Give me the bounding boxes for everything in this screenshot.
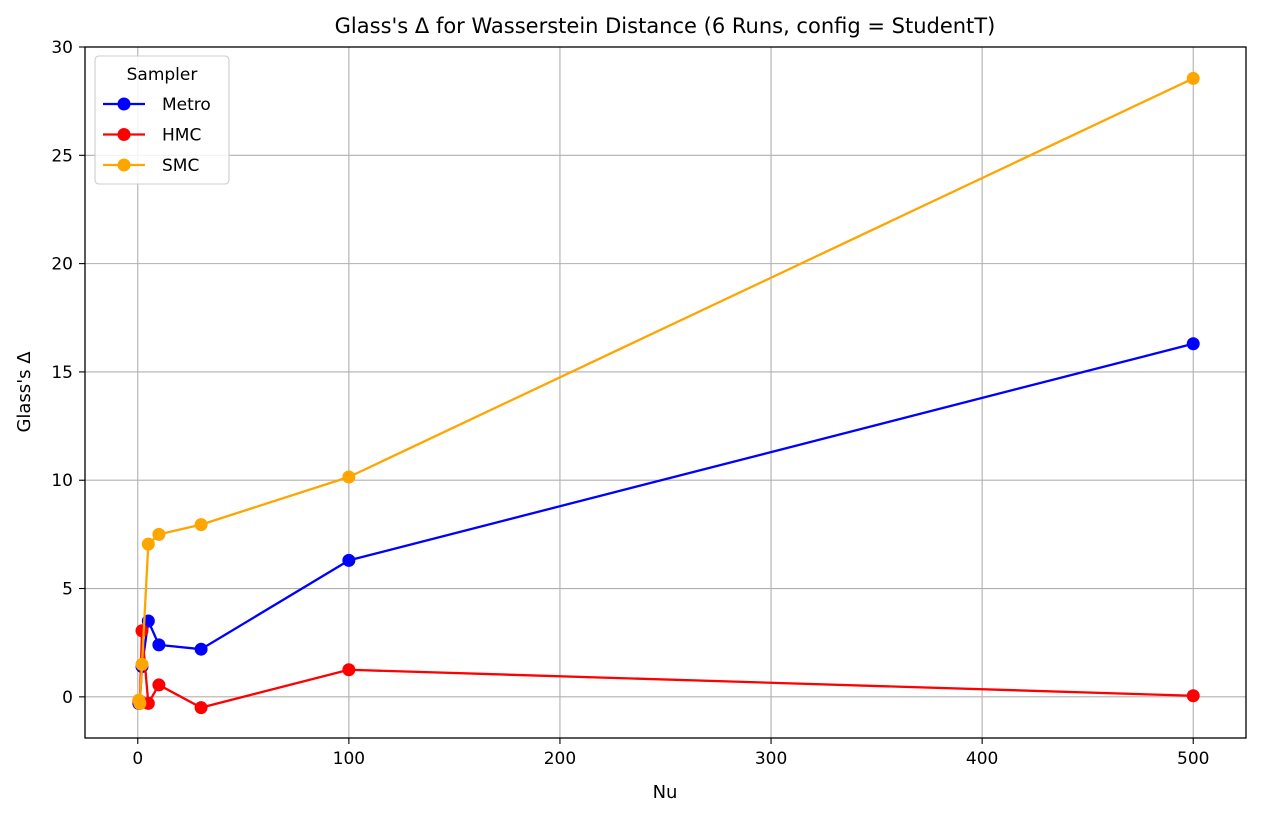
x-axis: 0 100 200 300 400 500 bbox=[132, 738, 1209, 769]
x-tick-label: 500 bbox=[1177, 749, 1209, 769]
y-tick-label: 15 bbox=[51, 363, 73, 383]
data-point-metro bbox=[194, 642, 208, 656]
data-point-smc bbox=[141, 537, 155, 551]
legend-item-smc: SMC bbox=[103, 156, 199, 176]
series-smc bbox=[132, 71, 1200, 710]
y-axis: 0 5 10 15 20 25 30 bbox=[51, 38, 85, 708]
data-point-hmc bbox=[135, 624, 149, 638]
x-tick-label: 0 bbox=[132, 749, 143, 769]
plot-area-frame bbox=[84, 46, 1247, 739]
legend-label-hmc: HMC bbox=[162, 126, 201, 146]
y-tick-label: 25 bbox=[51, 146, 73, 166]
y-tick-label: 5 bbox=[62, 580, 73, 600]
data-point-smc bbox=[152, 527, 166, 541]
data-point-smc bbox=[194, 518, 208, 532]
legend-box bbox=[94, 55, 230, 185]
data-point-metro bbox=[152, 638, 166, 652]
legend-label-metro: Metro bbox=[162, 95, 211, 115]
data-point-smc bbox=[133, 696, 147, 710]
y-tick-label: 0 bbox=[62, 688, 73, 708]
data-point-metro bbox=[342, 553, 356, 567]
data-point-smc bbox=[1186, 71, 1200, 85]
data-point-hmc bbox=[1186, 689, 1200, 703]
y-tick-label: 10 bbox=[51, 471, 73, 491]
legend-label-smc: SMC bbox=[162, 156, 199, 176]
legend-item-metro: Metro bbox=[103, 95, 211, 115]
legend-marker-smc bbox=[117, 158, 131, 172]
data-point-hmc bbox=[194, 701, 208, 715]
legend-title: Sampler bbox=[127, 65, 198, 85]
y-tick-label: 20 bbox=[51, 255, 73, 275]
grid-lines bbox=[85, 46, 1246, 738]
chart-title: Glass's Δ for Wasserstein Distance (6 Ru… bbox=[335, 14, 996, 38]
data-point-hmc bbox=[152, 678, 166, 692]
legend-marker-hmc bbox=[117, 128, 131, 141]
x-tick-label: 200 bbox=[544, 749, 576, 769]
x-axis-label: Nu bbox=[653, 782, 678, 803]
data-point-hmc bbox=[342, 663, 356, 677]
data-point-smc bbox=[342, 470, 356, 484]
y-tick-label: 30 bbox=[51, 38, 73, 58]
legend-item-hmc: HMC bbox=[103, 126, 201, 146]
data-point-smc bbox=[135, 657, 149, 671]
series-layer bbox=[132, 71, 1200, 715]
x-tick-label: 100 bbox=[333, 749, 365, 769]
y-axis-label: Glass's Δ bbox=[14, 351, 35, 433]
data-point-metro bbox=[1186, 337, 1200, 351]
legend-marker-metro bbox=[117, 97, 131, 111]
legend: Sampler Metro HMC SMC bbox=[94, 55, 230, 185]
x-tick-label: 300 bbox=[755, 749, 787, 769]
x-tick-label: 400 bbox=[966, 749, 998, 769]
